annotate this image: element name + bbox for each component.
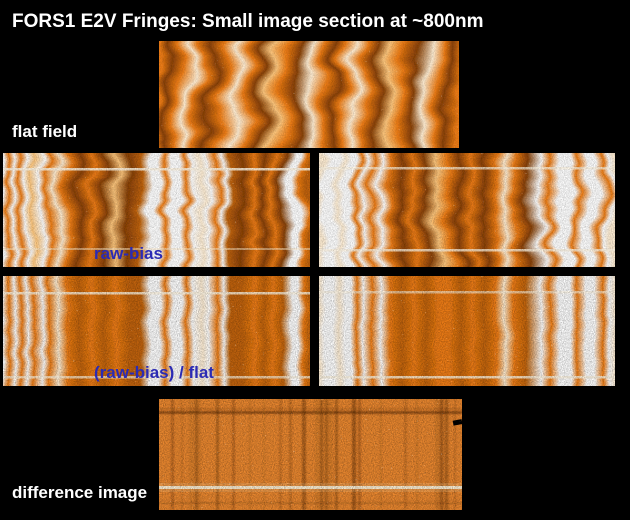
raw-bias-right-image <box>319 153 615 267</box>
figure-title: FORS1 E2V Fringes: Small image section a… <box>12 11 484 32</box>
label-difference-image: difference image <box>12 483 148 502</box>
flat-field-image <box>159 41 459 148</box>
label-raw-bias: raw-bias <box>94 244 163 263</box>
raw-bias-left-image <box>3 153 310 267</box>
ratio-left-image <box>3 276 310 386</box>
difference-image <box>159 399 462 510</box>
label-flat-field: flat field <box>12 122 78 141</box>
label-ratio: (raw-bias) / flat <box>94 363 214 382</box>
ratio-right-image <box>319 276 615 386</box>
